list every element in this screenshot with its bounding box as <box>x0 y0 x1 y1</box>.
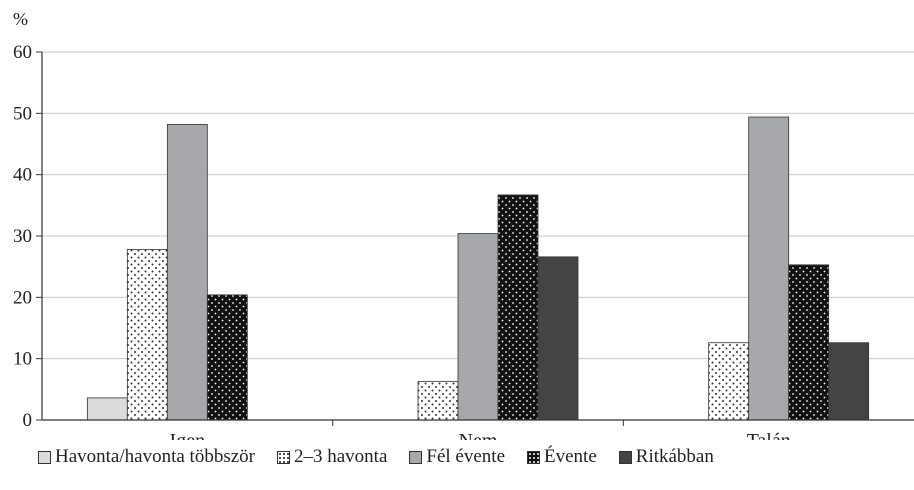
bar-ritk-bban-nem <box>537 256 579 421</box>
legend-swatch <box>409 450 423 464</box>
y-tick-label: 0 <box>23 410 33 431</box>
legend-item: Fél évente <box>409 446 505 468</box>
bar-2-3-havonta-igen <box>126 249 168 421</box>
legend: Havonta/havonta többször 2–3 havonta Fél é… <box>38 444 914 470</box>
category-label: Talán <box>747 430 791 440</box>
bar-2-3-havonta-nem <box>417 380 459 421</box>
bars <box>86 116 870 421</box>
category-label: Nem <box>459 430 498 440</box>
bar--vente-talán <box>788 264 830 421</box>
legend-swatch <box>618 450 632 464</box>
legend-label: Fél évente <box>426 446 505 467</box>
y-axis-ticks: 0 10 20 30 40 50 60 <box>13 42 42 431</box>
legend-label: 2–3 havonta <box>293 446 388 467</box>
bar-2-3-havonta-talán <box>708 342 750 421</box>
bar--vente-igen <box>206 294 248 421</box>
y-unit-label: % <box>13 9 28 29</box>
category-label: Igen <box>170 430 206 440</box>
y-tick-label: 40 <box>13 165 32 186</box>
legend-item: Ritkábban <box>618 446 714 468</box>
legend-label: Ritkábban <box>635 446 714 467</box>
legend-swatch <box>527 450 540 464</box>
legend-swatch <box>276 450 290 464</box>
y-tick-label: 50 <box>13 103 32 124</box>
y-tick-label: 60 <box>13 42 32 63</box>
legend-label: Évente <box>544 446 597 467</box>
bar-havonta-havonta-t-bbsz-r-igen <box>86 397 128 421</box>
bar-f-l-vente-talán <box>748 116 790 421</box>
legend-swatch <box>38 450 51 464</box>
bar-ritk-bban-talán <box>828 342 870 421</box>
y-tick-label: 10 <box>13 349 32 370</box>
bar--vente-nem <box>497 194 539 421</box>
category-labels: Igen Nem Talán <box>170 430 791 440</box>
bar-f-l-vente-nem <box>457 233 499 421</box>
legend-item: Évente <box>527 446 597 468</box>
bar-f-l-vente-igen <box>166 123 208 421</box>
legend-item: Havonta/havonta többször <box>38 446 255 468</box>
axes <box>41 52 914 426</box>
legend-item: 2–3 havonta <box>276 446 388 468</box>
legend-label: Havonta/havonta többször <box>55 446 255 467</box>
y-tick-label: 30 <box>13 226 32 247</box>
bar-chart: % 0 10 20 30 40 50 60 Igen Nem Talán <box>13 9 914 440</box>
y-tick-label: 20 <box>13 287 32 308</box>
